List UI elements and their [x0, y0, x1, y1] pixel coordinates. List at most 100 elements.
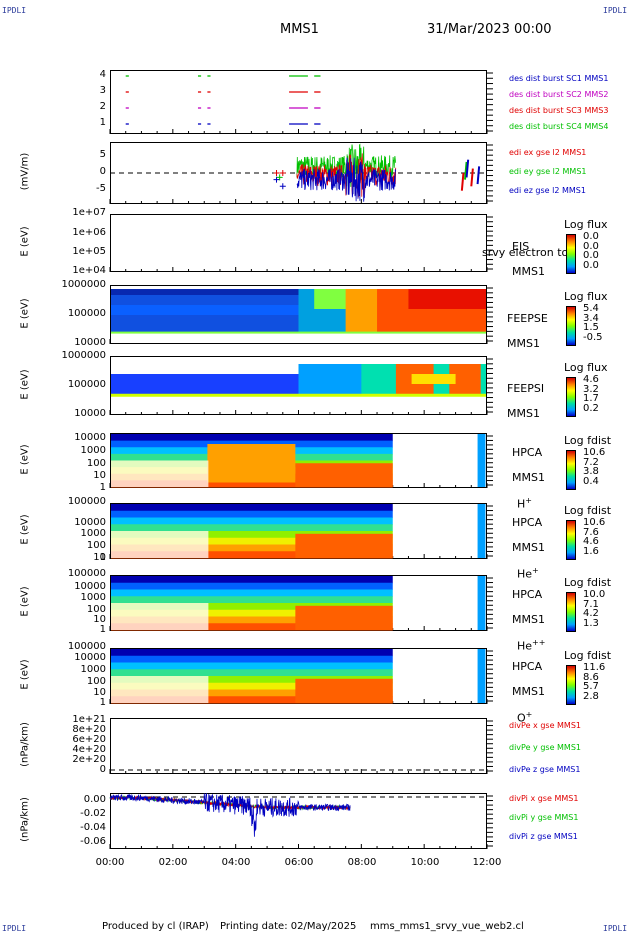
colorbar-value: 0.0 — [583, 240, 599, 252]
colorbar-value: 4.6 — [583, 374, 599, 385]
colorbar-value: 5.7 — [583, 681, 599, 692]
y-tick-label: 1 — [99, 552, 106, 563]
spectrogram-cell — [111, 504, 393, 512]
y-tick-label: 0.00 — [83, 794, 106, 805]
edi-marker — [464, 161, 468, 180]
colorbar-value: 1.5 — [583, 322, 599, 333]
y-tick-label: -0.02 — [80, 808, 106, 819]
spectrogram-cell — [295, 678, 393, 703]
spectrogram-cell — [111, 623, 393, 631]
y-tick-label: 4 — [99, 69, 106, 80]
spectrogram-cell — [111, 537, 393, 545]
spectrogram-cell — [111, 616, 393, 624]
y-tick-label: 4e+20 — [72, 744, 106, 755]
colorbar-value: 0.0 — [583, 231, 599, 242]
spectrogram-cell — [111, 696, 393, 704]
x-tick-label: 00:00 — [95, 857, 125, 868]
y-tick-label: 5 — [99, 149, 106, 160]
footer-produced-by: Produced by cl (IRAP) — [102, 921, 209, 932]
y-tick-label: 0 — [99, 166, 106, 177]
y-tick-label: 1000 — [80, 592, 106, 603]
instrument-label: MMS1 — [512, 265, 545, 278]
colorbar — [566, 234, 576, 274]
legend-entry: divPi x gse MMS1 — [509, 794, 579, 803]
instrument-label: FEEPSE — [507, 312, 548, 325]
y-tick-label: 100 — [86, 458, 106, 469]
spectrogram-cell — [207, 444, 296, 483]
legend-entry: divPi z gse MMS1 — [509, 832, 578, 841]
y-tick-label: 1e+21 — [72, 714, 106, 725]
spectrogram-cell — [477, 434, 486, 487]
instrument-label: O+ — [517, 710, 533, 725]
y-tick-label: 10000 — [74, 652, 106, 663]
legend-entry: divPe y gse MMS1 — [509, 743, 581, 752]
colorbar-value: 0.0 — [583, 259, 599, 271]
edi-series-line — [296, 157, 397, 202]
instrument-label: He++ — [517, 638, 546, 653]
datetime-title: 31/Mar/2023 00:00 — [427, 22, 552, 37]
x-tick-label: 08:00 — [347, 857, 377, 868]
edi-marker — [273, 176, 280, 183]
y-tick-label: 1 — [99, 482, 106, 493]
colorbar-value: 4.6 — [583, 536, 599, 547]
spectrogram-cell — [111, 517, 393, 525]
colorbar-value: 5.4 — [583, 303, 599, 314]
spectrogram-cell — [111, 524, 393, 532]
legend-entry: divPi y gse MMS1 — [509, 813, 579, 822]
y-tick-label: 10000 — [74, 432, 106, 443]
spectrogram-cell — [111, 551, 393, 559]
y-tick-label: 10000 — [74, 517, 106, 528]
colorbar-title: Log fdist — [564, 504, 612, 517]
y-tick-label: 1e+05 — [72, 246, 106, 257]
legend-entry: edi ey gse l2 MMS1 — [509, 167, 587, 176]
colorbar-value: 7.1 — [583, 598, 599, 610]
colorbar-title: Log fdist — [564, 649, 612, 662]
colorbar-value: 8.6 — [583, 671, 599, 683]
divpi-series-line — [109, 793, 351, 837]
y-tick-label: 100000 — [67, 568, 106, 579]
spectrogram-cell — [111, 589, 393, 597]
x-tick-label: 04:00 — [221, 857, 251, 868]
instrument-label: HPCA — [512, 516, 543, 529]
spectrogram-cell — [111, 393, 486, 397]
y-tick-label: 1e+06 — [72, 227, 106, 238]
instrument-label: HPCA — [512, 660, 543, 673]
legend-entry: divPe x gse MMS1 — [509, 721, 581, 730]
spectrogram-cell — [111, 676, 209, 703]
spectrogram-cell — [295, 533, 393, 558]
spectrogram-cell — [477, 504, 486, 558]
colorbar-title: Log flux — [564, 290, 608, 303]
footer-filename: mms_mms1_srvy_vue_web2.cl — [370, 921, 524, 932]
y-tick-label: 100000 — [67, 641, 106, 652]
spectrogram-cell — [295, 605, 393, 630]
spectrogram-cell — [111, 531, 209, 558]
edi-marker — [276, 174, 283, 181]
edi-marker — [460, 172, 465, 191]
instrument-label: MMS1 — [512, 471, 545, 484]
colorbar-value: 2.8 — [583, 690, 599, 702]
colorbar — [566, 306, 576, 346]
spectrogram-cell — [111, 460, 209, 487]
spectrogram-cell — [111, 305, 300, 315]
spectrogram-cell — [295, 463, 393, 487]
colorbar-value: 10.6 — [583, 447, 606, 458]
y-tick-label: 1000 — [80, 528, 106, 539]
colorbar-value: 10.0 — [583, 589, 606, 600]
colorbar-value: 3.4 — [583, 312, 599, 324]
legend-entry: des dist burst SC4 MMS4 — [509, 122, 609, 131]
edi-marker — [273, 170, 280, 176]
colorbar-value: 0.0 — [583, 250, 599, 261]
colorbar-title: Log fdist — [564, 434, 612, 447]
colorbar-value: -0.5 — [583, 331, 603, 343]
corner-label-bl: IPDLI — [2, 924, 27, 933]
spectrogram-cell — [111, 582, 393, 590]
y-tick-label: 1 — [99, 697, 106, 708]
spectrogram-cell — [111, 682, 393, 690]
instrument-label: FEEPSI — [507, 382, 545, 395]
colorbar-value: 0.2 — [583, 402, 599, 414]
y-tick-label: 10 — [93, 687, 106, 698]
y-tick-label: 1e+07 — [72, 207, 106, 218]
spectrogram-cell — [477, 576, 486, 630]
colorbar-title: Log flux — [564, 361, 608, 374]
